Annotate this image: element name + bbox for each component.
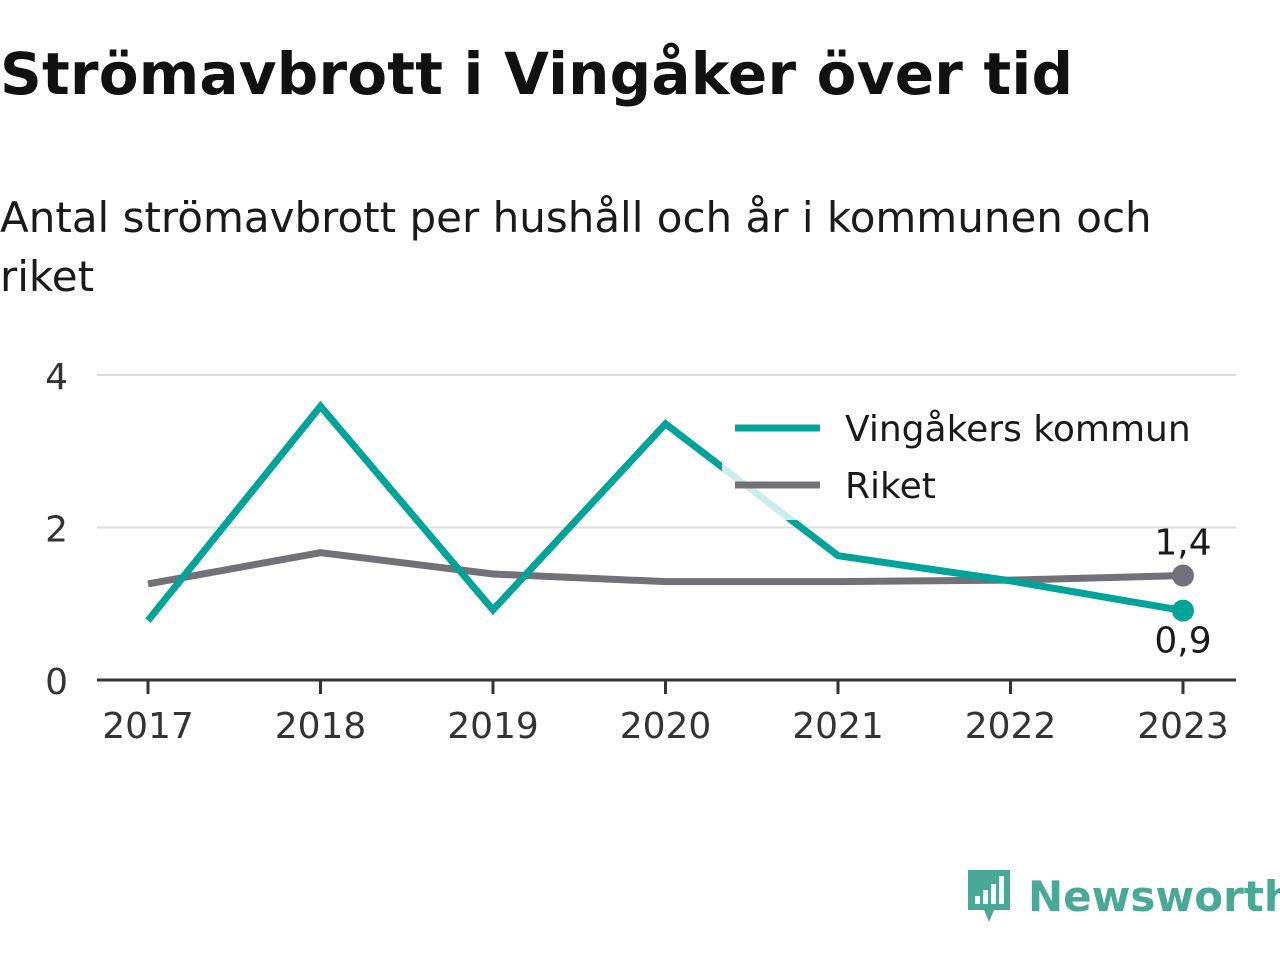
brand-name: Newsworthy <box>1028 871 1280 921</box>
series-line-vingaker <box>145 400 1184 623</box>
end-labels: 0,9 1,4 <box>1154 523 1211 662</box>
x-tick-label-2023: 2023 <box>1137 706 1229 747</box>
grid-lines <box>97 374 1236 529</box>
x-tick-label-2019: 2019 <box>447 706 539 747</box>
legend-background <box>722 404 1202 520</box>
legend-label-riket: Riket <box>845 466 936 507</box>
legend-label-vingaker: Vingåkers kommun <box>845 409 1191 450</box>
y-tick-label-0: 0 <box>45 662 68 703</box>
x-tick-label-2020: 2020 <box>620 706 712 747</box>
chart-title: Strömavbrott i Vingåker över tid <box>0 40 1074 108</box>
x-tick-label-2021: 2021 <box>792 706 884 747</box>
end-label-riket: 1,4 <box>1154 523 1211 564</box>
x-tick-label-2017: 2017 <box>102 706 194 747</box>
x-axis: 2017 2018 2019 2020 2021 2022 2023 <box>97 678 1236 747</box>
end-marker-riket <box>1172 564 1194 587</box>
series-line-riket <box>147 549 1184 588</box>
chart-subtitle: Antal strömavbrott per hushåll och år i … <box>0 193 1152 301</box>
x-tick-label-2018: 2018 <box>275 706 367 747</box>
y-tick-label-2: 2 <box>45 510 68 551</box>
y-tick-label-4: 4 <box>45 357 68 398</box>
newsworthy-logo: Newsworthy <box>964 864 1280 928</box>
newsworthy-logo-icon <box>968 870 1010 922</box>
y-axis-ticks: 0 2 4 <box>45 357 68 703</box>
x-tick-label-2022: 2022 <box>965 706 1057 747</box>
series-lines <box>145 400 1184 623</box>
end-marker-vingaker <box>1172 599 1194 622</box>
end-label-vingaker: 0,9 <box>1154 621 1211 662</box>
legend: Vingåkers kommun Riket <box>722 404 1202 520</box>
